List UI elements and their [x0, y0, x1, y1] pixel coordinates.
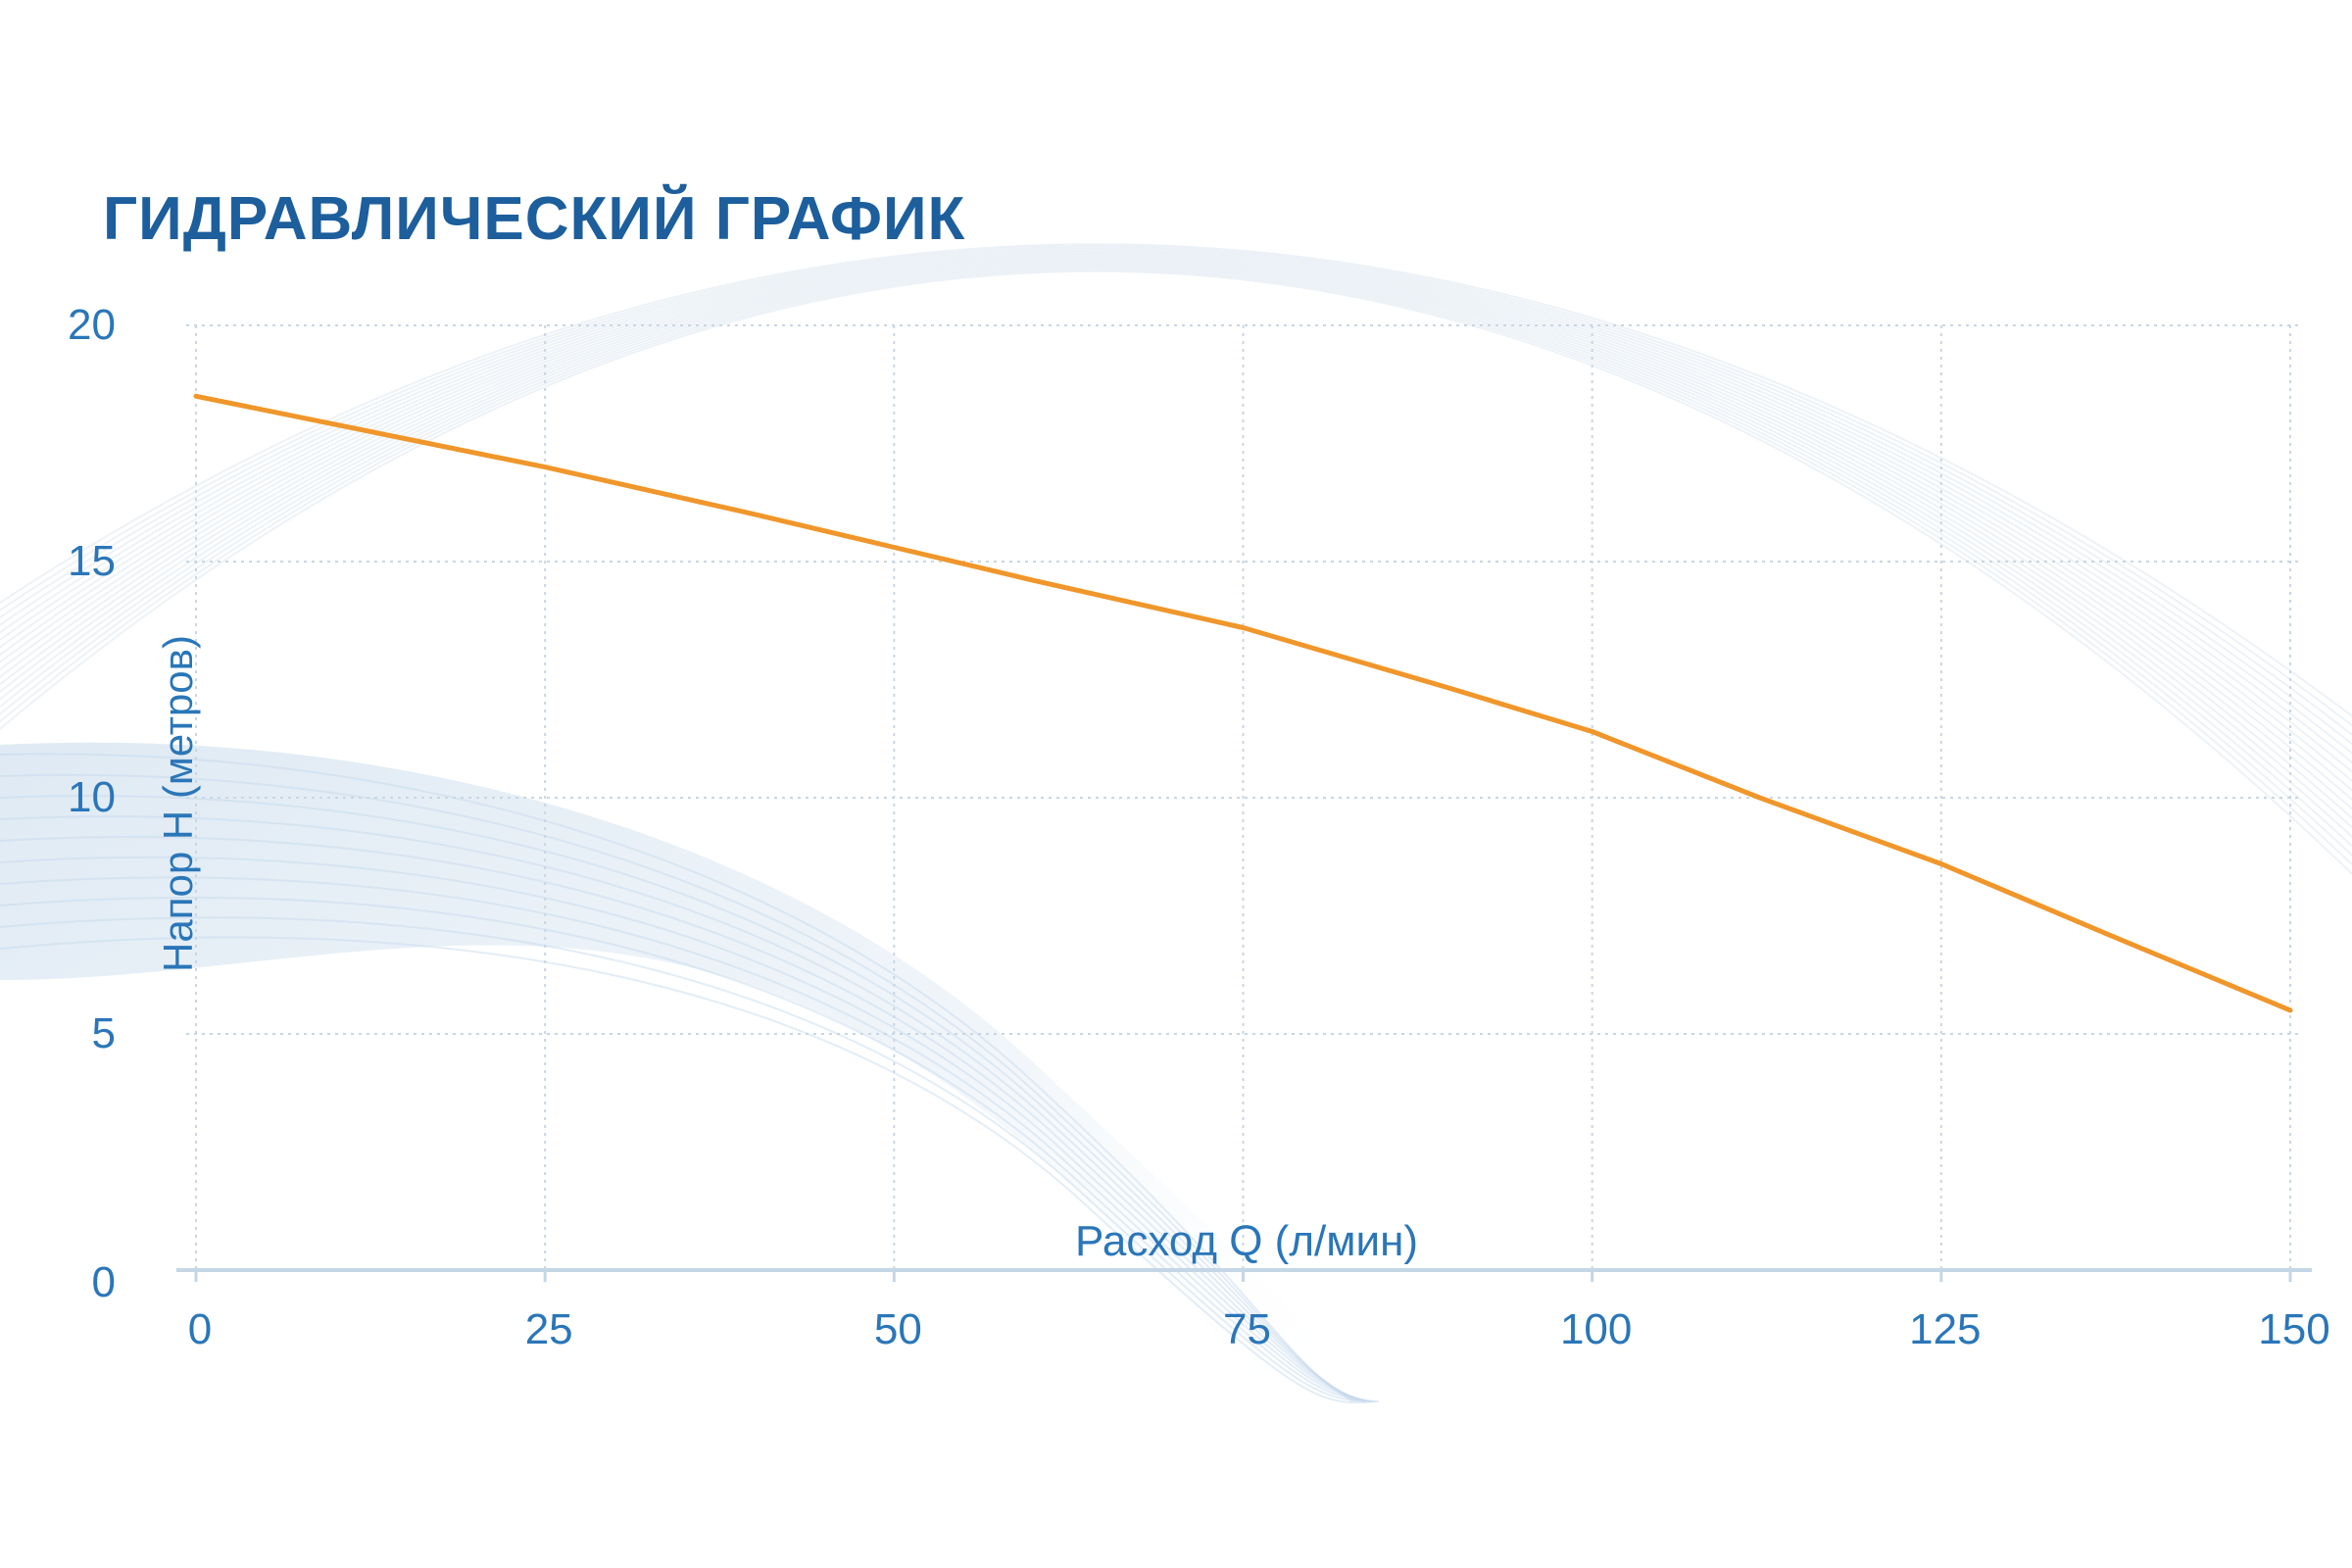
background-arc [0, 262, 2352, 829]
background-arc [0, 253, 2352, 773]
x-tick-label: 75 [1223, 1305, 1271, 1353]
background-arc [0, 254, 2352, 783]
background-arc [0, 264, 2352, 839]
chart-title: ГИДРАВЛИЧЕСКИЙ ГРАФИК [103, 185, 966, 253]
swoosh-line [0, 815, 1362, 1402]
background-arc [0, 246, 2352, 736]
labels: 0 25 50 75 100 125 150 0 5 10 15 20 Расход Q (л/мин)… [68, 301, 2330, 1353]
y-tick-label: 10 [68, 773, 116, 821]
background-arc [0, 244, 2352, 727]
swoosh-line [0, 856, 1368, 1402]
x-axis-label: Расход Q (л/мин) [1075, 1217, 1418, 1265]
series-layer [193, 393, 2293, 1013]
y-axis-label: Напор H (метров) [155, 635, 201, 972]
series-line [193, 393, 2293, 1013]
background-arc [0, 243, 2352, 717]
x-tick-label: 125 [1909, 1305, 1981, 1353]
x-tick-label: 50 [874, 1305, 922, 1353]
swoosh-shape [0, 742, 1372, 1401]
background-arc [0, 270, 2352, 876]
background-arc [0, 248, 2352, 746]
swoosh-line [0, 876, 1371, 1402]
y-tick-label: 15 [68, 537, 116, 585]
background-arc [0, 267, 2352, 858]
background-arc [0, 265, 2352, 848]
x-tick-label: 25 [525, 1305, 573, 1353]
background-arc [0, 261, 2352, 820]
x-tick-label: 100 [1560, 1305, 1632, 1353]
axes [176, 1268, 2312, 1282]
background-arc [0, 249, 2352, 755]
y-tick-label: 5 [92, 1009, 116, 1057]
swoosh-line [0, 773, 1356, 1402]
swoosh-line [0, 896, 1374, 1402]
background-arc [0, 257, 2352, 802]
x-tick-label: 0 [188, 1305, 212, 1353]
y-tick-label: 20 [68, 301, 116, 349]
swoosh-line [0, 753, 1353, 1402]
background-swoosh [0, 243, 2352, 1404]
swoosh-line [0, 836, 1365, 1402]
swoosh-line [0, 936, 1380, 1404]
background-arc [0, 259, 2352, 810]
grid [186, 324, 2298, 1270]
x-tick-label: 150 [2258, 1305, 2329, 1353]
swoosh-line [0, 795, 1359, 1402]
background-arc [0, 256, 2352, 792]
background-arc [0, 251, 2352, 764]
y-tick-label: 0 [92, 1258, 116, 1306]
background-arc [0, 269, 2352, 866]
swoosh-line [0, 916, 1377, 1402]
